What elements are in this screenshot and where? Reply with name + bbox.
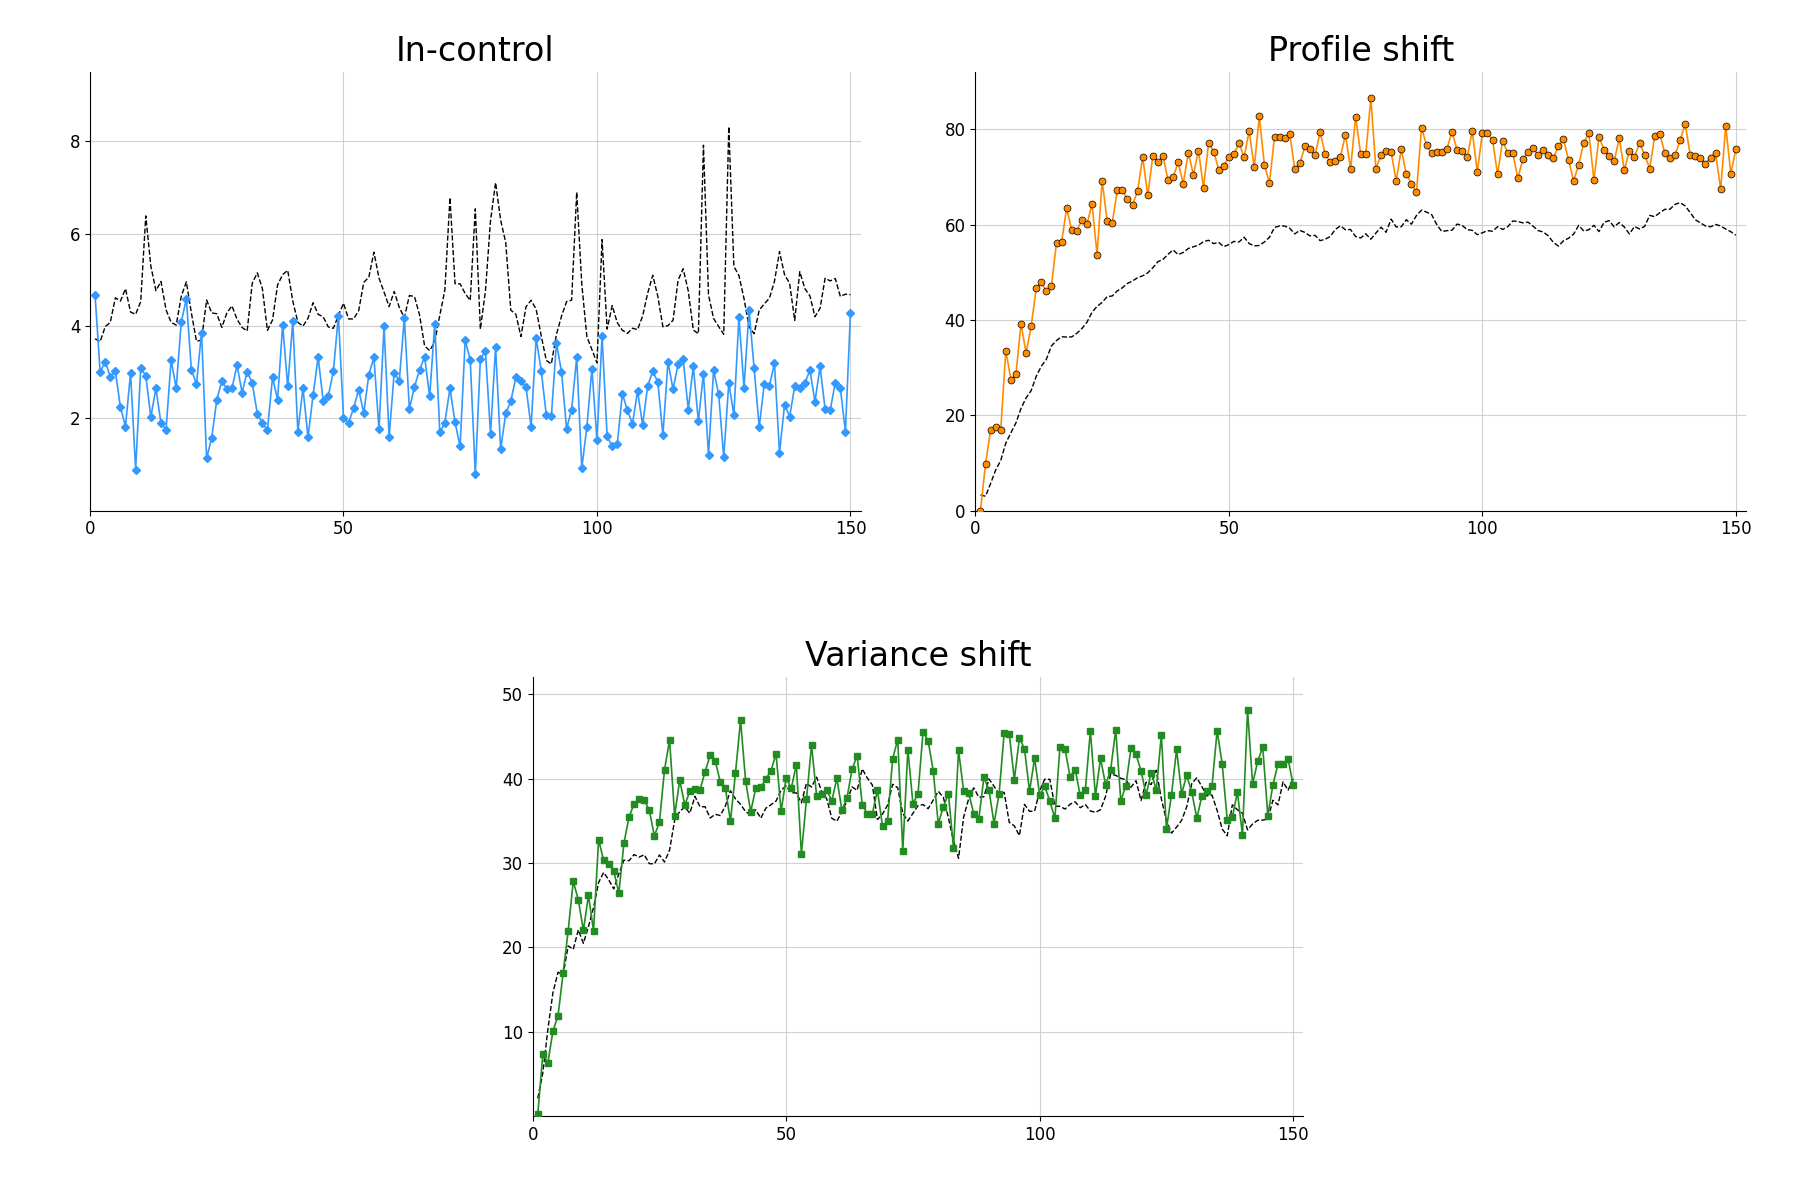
Title: Variance shift: Variance shift <box>805 641 1031 673</box>
Title: Profile shift: Profile shift <box>1267 35 1454 68</box>
Title: In-control: In-control <box>396 35 554 68</box>
